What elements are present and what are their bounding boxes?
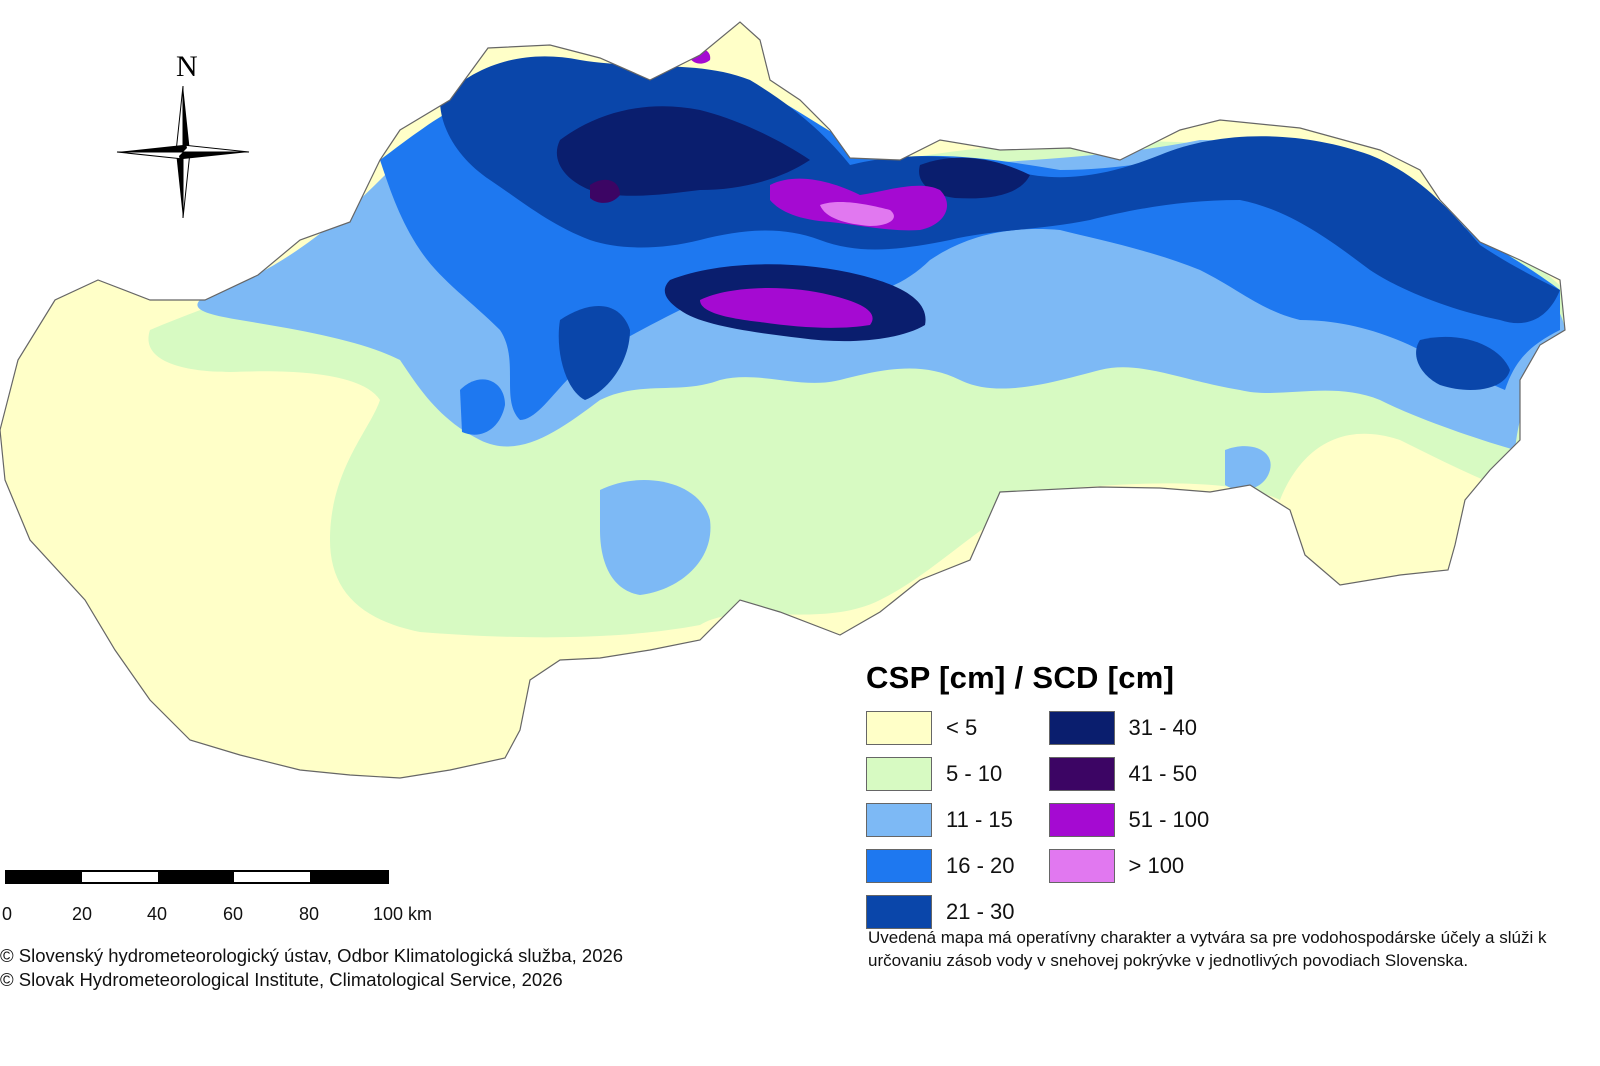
legend-column-left: < 5 5 - 10 11 - 15 16 - 20 21 - 30	[866, 710, 1015, 929]
legend-item: < 5	[866, 710, 1015, 745]
zone-gt100	[820, 202, 894, 226]
legend-label: 51 - 100	[1128, 806, 1210, 832]
legend-swatch	[866, 710, 932, 745]
zone-21-30-patch	[1416, 336, 1510, 390]
legend-title: CSP [cm] / SCD [cm]	[866, 660, 1175, 695]
legend-label: 16 - 20	[946, 852, 1015, 878]
legend-swatch	[866, 848, 932, 883]
legend-label: 31 - 40	[1128, 714, 1198, 740]
map-legend: CSP [cm] / SCD [cm] < 5 5 - 10 11 - 15 1…	[866, 660, 1209, 929]
legend-swatch	[1048, 848, 1115, 883]
legend-label: > 100	[1128, 852, 1185, 878]
legend-item: 11 - 15	[866, 802, 1015, 837]
legend-item: 16 - 20	[866, 848, 1015, 883]
zone-11-15-patch	[600, 480, 711, 595]
copyright-block: © Slovenský hydrometeorologický ústav, O…	[0, 944, 623, 992]
compass-rose-icon	[116, 85, 250, 219]
slovakia-map-area	[0, 21, 1566, 779]
zone-16-20-patch	[460, 379, 505, 435]
legend-swatch	[866, 802, 932, 837]
zone-31-40	[556, 106, 810, 196]
legend-swatch	[866, 756, 932, 791]
copyright-line-sk: © Slovenský hydrometeorologický ústav, O…	[0, 945, 624, 966]
map-note: Uvedená mapa má operatívny charakter a v…	[868, 928, 1547, 970]
legend-label: 11 - 15	[946, 806, 1013, 832]
legend-label: < 5	[946, 714, 978, 740]
zone-41-50	[590, 179, 620, 203]
scale-label: 60	[223, 904, 244, 924]
legend-label: 5 - 10	[946, 760, 1003, 786]
legend-swatch	[1048, 710, 1115, 745]
legend-item: > 100	[1048, 848, 1210, 883]
compass-north-label: N	[176, 50, 198, 83]
zone-51-100	[700, 288, 873, 328]
legend-swatch	[1048, 802, 1115, 837]
scale-label: 0	[2, 904, 13, 924]
legend-label: 21 - 30	[946, 898, 1015, 924]
country-border	[0, 21, 1566, 779]
scale-label: 40	[147, 904, 168, 924]
scale-bar	[5, 870, 389, 884]
legend-label: 41 - 50	[1128, 760, 1198, 786]
legend-item: 41 - 50	[1048, 756, 1210, 791]
zone-11-15-patch	[1225, 446, 1271, 490]
scale-label: 100 km	[373, 904, 433, 924]
legend-column-right: 31 - 40 41 - 50 51 - 100 > 100	[1048, 710, 1210, 929]
legend-item: 51 - 100	[1048, 802, 1210, 837]
zone-31-40	[919, 157, 1030, 199]
scale-label: 20	[72, 904, 93, 924]
legend-item: 31 - 40	[1048, 710, 1210, 745]
scale-bar-labels: 0 20 40 60 80 100 km	[0, 904, 460, 928]
zone-21-30-patch	[558, 306, 630, 400]
legend-item: 5 - 10	[866, 756, 1015, 791]
legend-swatch	[866, 894, 932, 929]
copyright-line-en: © Slovak Hydrometeorological Institute, …	[0, 969, 563, 990]
legend-item: 21 - 30	[866, 894, 1015, 929]
legend-swatch	[1048, 756, 1115, 791]
scale-label: 80	[299, 904, 320, 924]
